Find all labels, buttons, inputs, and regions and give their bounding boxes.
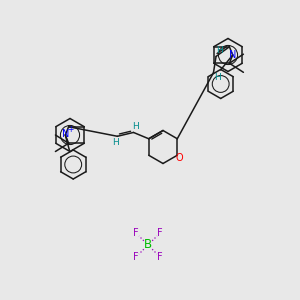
Text: H: H: [132, 122, 139, 131]
Text: F: F: [157, 252, 163, 262]
Text: B: B: [144, 238, 152, 251]
Text: F: F: [133, 252, 139, 262]
Text: F: F: [157, 228, 163, 238]
Text: H: H: [112, 138, 119, 147]
Text: O: O: [176, 153, 183, 163]
Text: N: N: [61, 129, 69, 139]
Text: H: H: [216, 46, 222, 55]
Text: H: H: [214, 73, 221, 82]
Text: F: F: [133, 228, 139, 238]
Text: N: N: [229, 50, 236, 60]
Text: +: +: [67, 124, 74, 134]
